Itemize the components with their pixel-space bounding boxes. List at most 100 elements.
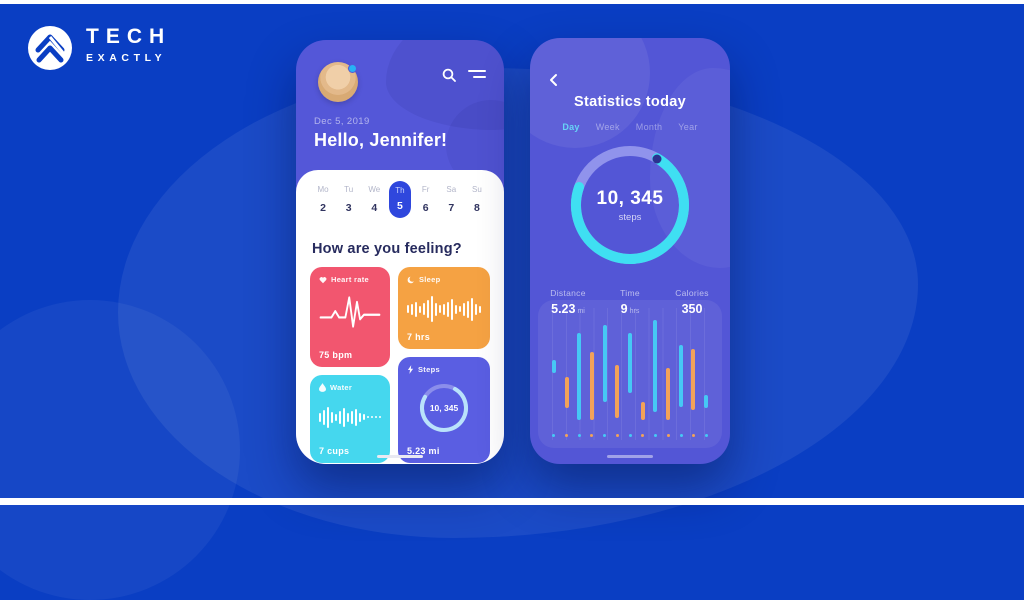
water-value: 7 cups	[319, 446, 350, 456]
waveform-bar	[327, 406, 329, 428]
ring-end-dot	[652, 154, 662, 164]
back-chevron-icon[interactable]	[546, 72, 562, 88]
waveform-bar	[347, 412, 349, 422]
baseline-dots	[552, 434, 708, 437]
chart-bar	[602, 325, 607, 402]
waveform-bar	[339, 410, 341, 424]
baseline-dot	[679, 434, 683, 437]
waveform-dot	[375, 416, 377, 418]
brand-subname: EXACTLY	[86, 52, 167, 64]
card-label: Heart rate	[331, 275, 370, 284]
water-waveform	[319, 400, 381, 434]
waveform-bar	[319, 412, 321, 422]
water-drop-icon	[319, 383, 326, 392]
waveform-bar	[363, 414, 365, 420]
waveform-bar	[355, 408, 357, 426]
week-day-selector: Mo 2 Tu 3 We 4 Th 5 Fr 6 Sa 7 Su 8	[310, 181, 490, 231]
ecg-line	[319, 296, 381, 328]
chart-bar	[564, 377, 569, 408]
chart-bar	[577, 333, 582, 420]
waveform-bar	[335, 413, 337, 421]
steps-progress-ring: 10, 345 steps	[567, 142, 693, 268]
weekday-mo[interactable]: Mo 2	[317, 185, 329, 214]
date-label: Dec 5, 2019	[314, 116, 370, 127]
chart-bar	[627, 333, 632, 393]
waveform-bar	[451, 298, 453, 320]
waveform-bar	[475, 303, 477, 315]
baseline-dot	[654, 434, 657, 437]
period-tabs: Day Week Month Year	[530, 122, 730, 132]
steps-card[interactable]: Steps 10, 345 5.23 mi	[398, 357, 490, 463]
tab-year[interactable]: Year	[678, 122, 698, 132]
search-icon[interactable]	[442, 68, 456, 82]
weekday-th[interactable]: Th 5	[388, 181, 411, 218]
baseline-dot	[564, 434, 568, 437]
waveform-bar	[343, 407, 345, 427]
waveform-bar	[407, 305, 409, 313]
background-blob	[118, 68, 918, 538]
waveform-bar	[423, 303, 425, 315]
brand-logo: TECH EXACTLY	[28, 26, 171, 70]
chart-bar	[615, 365, 620, 418]
menu-icon[interactable]	[468, 70, 486, 80]
baseline-dot	[603, 434, 606, 437]
weekday-we[interactable]: We 4	[368, 185, 381, 214]
greeting-text: Hello, Jennifer!	[314, 130, 448, 150]
waveform-bar	[479, 305, 481, 313]
waveform-bar	[459, 306, 461, 312]
baseline-dot	[628, 434, 632, 437]
waveform-bar	[419, 305, 421, 313]
steps-unit: steps	[618, 211, 642, 223]
tab-month[interactable]: Month	[635, 122, 663, 132]
card-label: Steps	[418, 365, 440, 374]
card-label: Sleep	[419, 275, 441, 284]
weekday-tu[interactable]: Tu 3	[344, 185, 354, 214]
moon-icon	[407, 276, 414, 283]
chart-bar	[653, 320, 658, 412]
baseline-dot	[615, 434, 619, 437]
weekday-sa[interactable]: Sa 7	[446, 185, 457, 214]
waveform-bar	[415, 301, 417, 317]
baseline-dot	[705, 434, 708, 437]
heart-rate-value: 75 bpm	[319, 350, 353, 360]
waveform-bar	[331, 411, 333, 423]
baseline-dot	[590, 434, 594, 437]
heart-icon	[319, 276, 327, 283]
heart-rate-card[interactable]: Heart rate 75 bpm	[310, 267, 390, 367]
waveform-dot	[371, 416, 373, 418]
feeling-question: How are you feeling?	[312, 241, 462, 257]
chart-bar	[589, 352, 594, 420]
sleep-card[interactable]: Sleep 7 hrs	[398, 267, 490, 349]
waveform-bar	[411, 303, 413, 315]
card-label: Water	[330, 383, 353, 392]
statistics-screen-phone: Statistics today Day Week Month Year 10, 34…	[530, 38, 730, 464]
sleep-value: 7 hrs	[407, 332, 431, 342]
water-card[interactable]: Water 7 cups	[310, 375, 390, 463]
mountain-peak-icon	[28, 26, 72, 70]
tab-week[interactable]: Week	[595, 122, 620, 132]
waveform-bar	[359, 412, 361, 422]
home-screen-phone: Dec 5, 2019 Hello, Jennifer! Mo 2 Tu 3 We 4 Th…	[296, 40, 504, 464]
stat-time: Time9hrs	[620, 288, 640, 316]
waveform-bar	[427, 300, 429, 318]
baseline-dot	[692, 434, 696, 437]
weekday-su[interactable]: Su 8	[472, 185, 482, 214]
waveform-bar	[455, 304, 457, 314]
tab-day[interactable]: Day	[562, 122, 580, 132]
chart-bar	[665, 368, 670, 420]
activity-chart-card	[538, 300, 722, 448]
weekday-fr[interactable]: Fr 6	[421, 185, 430, 214]
page-top-border	[0, 0, 1024, 4]
waveform-dot	[379, 416, 381, 418]
waveform-bar	[431, 296, 433, 322]
avatar[interactable]	[318, 62, 358, 102]
chart-bar	[678, 345, 683, 407]
waveform-bar	[471, 297, 473, 321]
chart-bar	[703, 395, 708, 408]
waveform-bar	[447, 301, 449, 317]
home-indicator	[607, 455, 653, 458]
waveform-bar	[351, 410, 353, 424]
page-bottom-border	[0, 498, 1024, 505]
chart-bar	[691, 349, 696, 410]
